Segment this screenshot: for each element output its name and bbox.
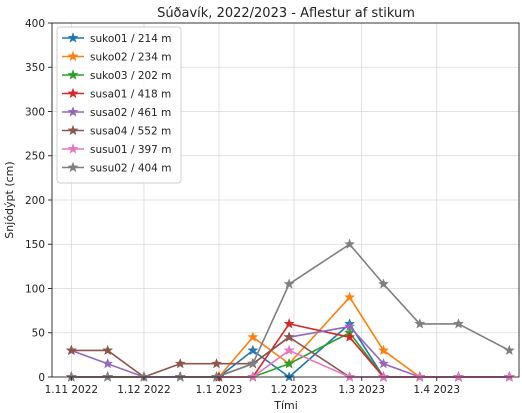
legend-entry: suko02 / 234 m xyxy=(62,50,171,63)
legend-entry: susa01 / 418 m xyxy=(62,87,171,100)
data-point xyxy=(211,371,223,382)
legend-marker xyxy=(67,161,79,173)
data-point xyxy=(378,278,389,289)
data-point xyxy=(102,357,114,369)
data-point xyxy=(174,357,186,369)
data-point xyxy=(283,318,295,329)
data-point xyxy=(247,371,259,382)
legend-entry: suko03 / 202 m xyxy=(62,69,171,82)
data-point xyxy=(247,357,259,369)
data-point xyxy=(211,357,223,369)
y-tick-label: 100 xyxy=(25,283,45,295)
legend-entry: susu02 / 404 m xyxy=(62,161,171,174)
legend-marker xyxy=(67,124,79,136)
x-tick-label: 1.3 2023 xyxy=(338,384,385,396)
data-point xyxy=(102,344,114,356)
legend-label: suko02 / 234 m xyxy=(90,51,171,63)
series-layer xyxy=(65,238,515,382)
series-line xyxy=(71,336,510,378)
legend-label: susa01 / 418 m xyxy=(90,88,171,100)
data-point xyxy=(378,357,389,369)
y-tick-label: 350 xyxy=(25,62,45,74)
legend-marker xyxy=(67,32,79,43)
legend-entry: susa02 / 461 m xyxy=(62,106,171,119)
x-axis-label: Tími xyxy=(273,399,298,412)
legend-marker xyxy=(67,50,79,62)
data-point xyxy=(378,344,389,356)
legend-marker xyxy=(67,69,79,80)
data-point xyxy=(174,371,186,382)
legend-entry: suko01 / 214 m xyxy=(62,32,171,45)
data-point xyxy=(283,344,295,356)
y-tick-label: 250 xyxy=(25,151,45,163)
data-point xyxy=(283,371,295,382)
series-susu02 xyxy=(65,238,515,382)
data-point xyxy=(414,371,426,382)
data-point xyxy=(65,344,77,356)
y-tick-label: 50 xyxy=(32,328,45,340)
legend-marker xyxy=(67,143,79,154)
data-point xyxy=(102,371,114,382)
data-point xyxy=(344,291,356,303)
data-point xyxy=(344,238,356,249)
legend: suko01 / 214 m suko02 / 234 m suko03 / 202… xyxy=(56,26,182,184)
data-point xyxy=(247,344,259,356)
data-point xyxy=(453,371,464,382)
data-point xyxy=(344,320,356,332)
data-point xyxy=(503,371,515,382)
data-point xyxy=(344,371,356,382)
data-point xyxy=(247,331,259,342)
y-tick-label: 300 xyxy=(25,106,45,118)
legend-box xyxy=(56,26,182,184)
legend-entry: susu01 / 397 m xyxy=(62,143,171,156)
y-tick-label: 200 xyxy=(25,195,45,207)
x-tick-label: 1.2 2023 xyxy=(271,384,318,396)
data-point xyxy=(344,331,356,342)
x-tick-label: 1.11 2022 xyxy=(45,384,98,396)
chart-title: Súðavík, 2022/2023 - Aflestur af stikum xyxy=(157,6,415,21)
x-tick-label: 1.1 2023 xyxy=(196,384,243,396)
y-tick-label: 150 xyxy=(25,239,45,251)
data-point xyxy=(414,318,426,329)
data-point xyxy=(503,344,515,356)
legend-marker xyxy=(67,87,79,99)
legend-label: susa04 / 552 m xyxy=(90,125,171,137)
x-tick-label: 1.4 2023 xyxy=(413,384,460,396)
legend-marker xyxy=(67,106,79,117)
y-tick-label: 0 xyxy=(38,372,45,384)
legend-label: suko01 / 214 m xyxy=(90,33,171,45)
legend-entry: susa04 / 552 m xyxy=(62,124,171,137)
data-point xyxy=(453,318,464,329)
y-tick-label: 400 xyxy=(25,18,45,30)
legend-label: susa02 / 461 m xyxy=(90,107,171,119)
data-point xyxy=(378,371,389,382)
axis-ticks: 0 50 100 150 200 250 300 350 400 1.11 2022 1.12 20… xyxy=(25,18,460,396)
data-point xyxy=(283,331,295,342)
legend-label: susu01 / 397 m xyxy=(90,144,171,156)
legend-label: suko03 / 202 m xyxy=(90,70,171,82)
x-tick-label: 1.12 2022 xyxy=(117,384,170,396)
y-axis-label: Snjódýpt (cm) xyxy=(3,161,16,238)
data-point xyxy=(283,357,295,369)
series-line xyxy=(71,243,510,378)
data-point xyxy=(283,278,295,289)
legend-label: susu02 / 404 m xyxy=(90,162,171,174)
